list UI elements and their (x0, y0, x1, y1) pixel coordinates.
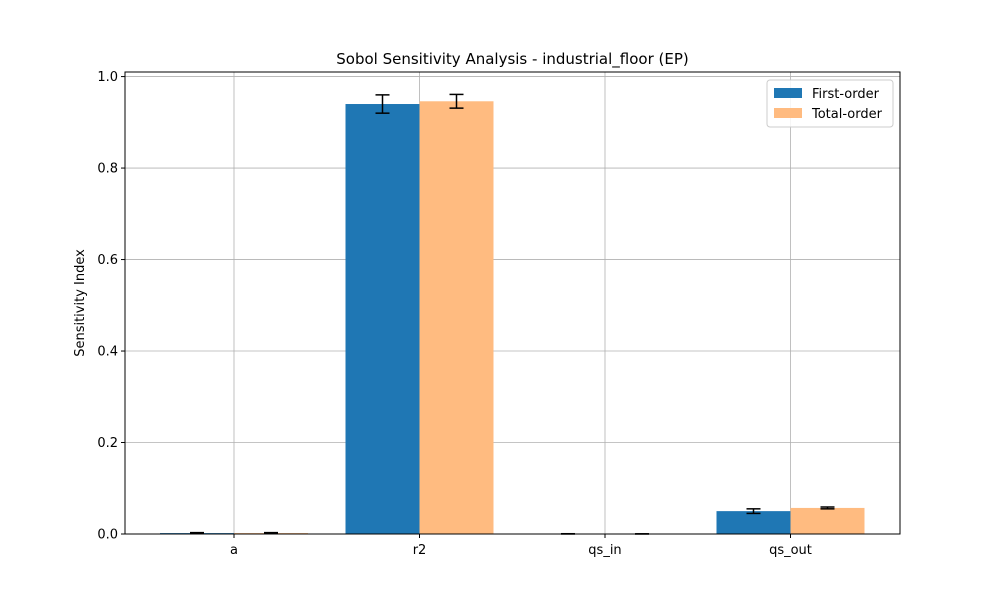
y-tick-label: 0.4 (97, 345, 118, 360)
x-tick-label: qs_in (588, 543, 621, 558)
y-tick-label: 1.0 (97, 70, 118, 85)
legend-swatch (774, 108, 802, 118)
bar (790, 507, 865, 534)
y-tick-label: 0.8 (97, 162, 118, 177)
y-tick-label: 0.2 (97, 436, 118, 451)
grid (125, 72, 900, 535)
axes-frame (124, 71, 901, 535)
x-tick-label: r2 (413, 543, 427, 558)
chart-title: Sobol Sensitivity Analysis - industrial_… (336, 50, 689, 69)
x-tick-label: a (230, 543, 238, 558)
bar (345, 104, 420, 534)
legend-swatch (774, 88, 802, 98)
bars (160, 101, 865, 535)
legend-label: First-order (812, 87, 880, 102)
bar (419, 101, 494, 535)
bar (716, 511, 791, 534)
legend: First-order Total-order (766, 79, 894, 128)
error-bars (190, 93, 835, 535)
ticks: 0.0 0.2 0.4 0.6 0.8 1.0 a r2 qs_in qs_out (97, 70, 812, 558)
y-axis-label: Sensitivity Index (73, 249, 88, 357)
x-tick-label: qs_out (769, 543, 812, 558)
legend-label: Total-order (811, 107, 883, 122)
y-tick-label: 0.0 (97, 528, 118, 543)
y-tick-label: 0.6 (97, 253, 118, 268)
